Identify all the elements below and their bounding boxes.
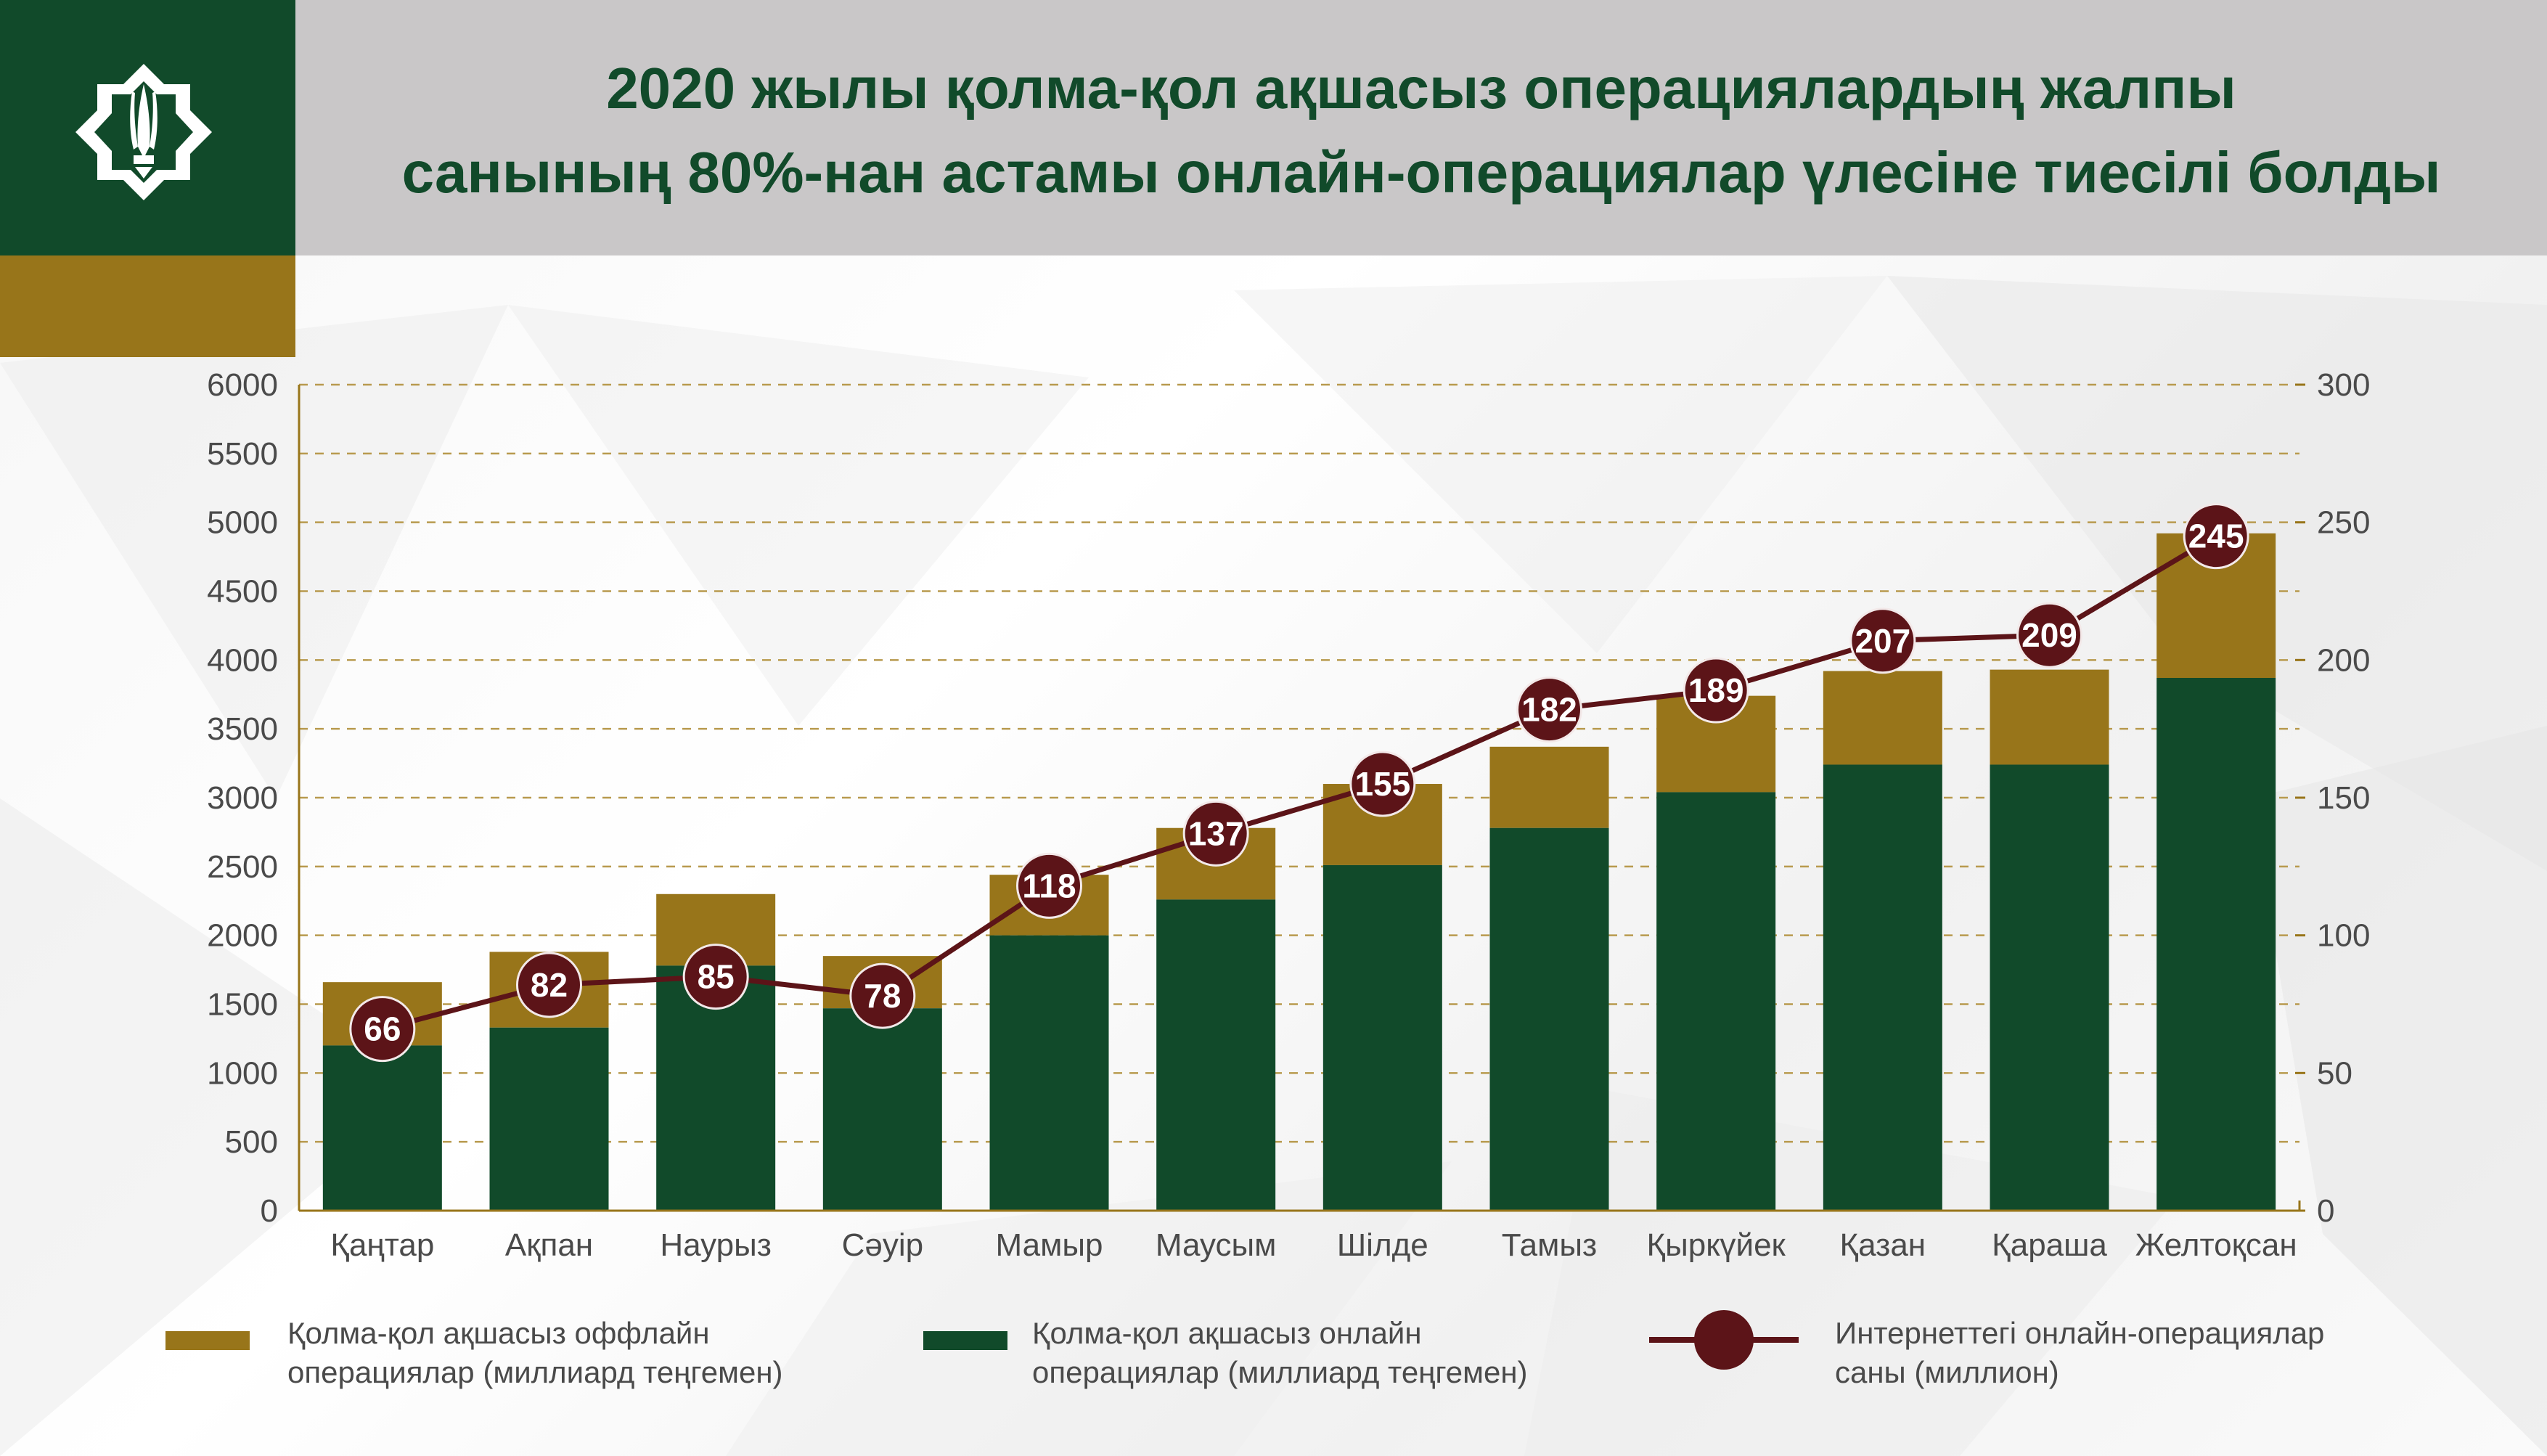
grid-layer: [299, 383, 2299, 1143]
count-point: [2016, 602, 2082, 668]
y-left-tick-label: 500: [225, 1124, 278, 1160]
count-point: [1683, 657, 1749, 724]
legend-offline-swatch: [165, 1331, 250, 1350]
y-left-tick-label: 5000: [207, 505, 278, 541]
count-point-label: 118: [1022, 867, 1076, 904]
legend-count: Интернеттегі онлайн-операциялар саны (ми…: [1649, 1306, 2520, 1394]
legend-online-swatch: [923, 1331, 1007, 1350]
logo-gold-bar: [0, 255, 295, 357]
count-point-label: 85: [698, 958, 735, 996]
count-point-label: 137: [1188, 814, 1244, 852]
x-tick-label: Қыркүйек: [1647, 1227, 1786, 1263]
bar-online: [1990, 764, 2109, 1211]
bar-offline: [1489, 746, 1609, 828]
x-tick-label: Желтоқсан: [2135, 1227, 2297, 1263]
y-left-tick-label: 2000: [207, 918, 278, 954]
legend-count-label-2: саны (миллион): [1835, 1355, 2059, 1389]
y-right-tick-label: 100: [2317, 918, 2370, 954]
bar-online: [1489, 827, 1609, 1211]
y-left-tick-label: 4500: [207, 574, 278, 610]
count-point: [2183, 503, 2249, 570]
count-point-label: 182: [1521, 691, 1577, 729]
bar-online: [822, 1008, 942, 1211]
x-tick-label: Маусым: [1156, 1227, 1277, 1263]
count-point: [1182, 800, 1249, 867]
count-point: [1016, 852, 1082, 919]
count-point-label: 78: [864, 977, 901, 1015]
y-right-tick-label: 200: [2317, 642, 2370, 678]
count-point-label: 66: [364, 1010, 401, 1048]
y-left-tick-label: 4000: [207, 642, 278, 678]
title-band: [295, 0, 2547, 255]
count-point-label: 245: [2188, 518, 2244, 555]
count-point: [516, 952, 582, 1018]
y-left-tick-label: 0: [261, 1193, 278, 1229]
x-tick-label: Қараша: [1992, 1227, 2107, 1263]
count-point-label: 207: [1855, 622, 1910, 660]
legend-online-label-2: операциялар (миллиард теңгемен): [1032, 1355, 1528, 1389]
legend-count-label-1: Интернеттегі онлайн-операциялар: [1835, 1316, 2325, 1350]
y-left-tick-label: 3000: [207, 780, 278, 816]
y-left-tick-label: 1500: [207, 987, 278, 1023]
page-title-line-1: 2020 жылы қолма-қол ақшасыз операциялард…: [606, 56, 2236, 120]
points-layer: 66 82 85 78 118 137 155 182 189 207 209 245: [349, 503, 2249, 1063]
x-tick-label: Шілде: [1337, 1227, 1428, 1263]
x-tick-label: Сәуір: [842, 1227, 924, 1263]
bars-layer: [322, 533, 2276, 1211]
bar-online: [989, 935, 1109, 1211]
x-tick-label: Наурыз: [660, 1227, 772, 1263]
x-tick-label: Ақпан: [505, 1227, 593, 1263]
bar-online: [1656, 792, 1776, 1211]
x-tick-label: Тамыз: [1502, 1227, 1597, 1263]
bar-online: [489, 1027, 609, 1211]
y-left-tick-label: 6000: [207, 367, 278, 403]
bar-online: [322, 1045, 442, 1211]
count-point: [1349, 751, 1416, 817]
x-tick-label: Қазан: [1840, 1227, 1926, 1263]
bar-online: [1156, 899, 1276, 1211]
bar-online: [2156, 677, 2276, 1211]
x-tick-label: Қаңтар: [330, 1227, 434, 1263]
axis-layer: 0500100015002000250030003500400045005000…: [207, 367, 2370, 1263]
legend-online: Қолма-қол ақшасыз онлайн операциялар (ми…: [923, 1314, 1649, 1394]
count-point: [849, 962, 916, 1029]
y-left-tick-label: 5500: [207, 436, 278, 472]
y-right-tick-label: 0: [2317, 1193, 2334, 1229]
y-right-tick-label: 250: [2317, 505, 2370, 541]
count-point: [1516, 676, 1582, 743]
legend-count-marker: [1694, 1310, 1754, 1370]
y-left-tick-label: 1000: [207, 1055, 278, 1091]
bar-online: [1322, 864, 1442, 1211]
y-right-tick-label: 50: [2317, 1055, 2352, 1091]
y-right-tick-label: 300: [2317, 367, 2370, 403]
count-point: [1849, 608, 1916, 674]
legend-offline-label-1: Қолма-қол ақшасыз оффлайн: [287, 1316, 710, 1350]
bar-online: [1823, 764, 1942, 1211]
count-point: [682, 944, 749, 1010]
y-left-tick-label: 3500: [207, 711, 278, 747]
bar-offline: [1990, 669, 2109, 765]
legend-offline: Қолма-қол ақшасыз оффлайн операциялар (м…: [165, 1314, 891, 1394]
legend-offline-label-2: операциялар (миллиард теңгемен): [287, 1355, 783, 1389]
page-title-line-2: санының 80%-нан астамы онлайн-операцияла…: [401, 140, 2441, 205]
count-point-label: 209: [2021, 616, 2077, 654]
logo-panel: [0, 0, 295, 255]
count-point-label: 82: [531, 966, 568, 1004]
bar-offline: [1823, 671, 1942, 765]
legend-online-label-1: Қолма-қол ақшасыз онлайн: [1032, 1316, 1422, 1350]
emblem-icon: [75, 64, 212, 200]
y-right-tick-label: 150: [2317, 780, 2370, 816]
x-tick-label: Мамыр: [996, 1227, 1103, 1263]
count-point: [349, 996, 416, 1063]
count-point-label: 189: [1688, 671, 1744, 709]
y-left-tick-label: 2500: [207, 849, 278, 885]
count-point-label: 155: [1354, 765, 1410, 803]
